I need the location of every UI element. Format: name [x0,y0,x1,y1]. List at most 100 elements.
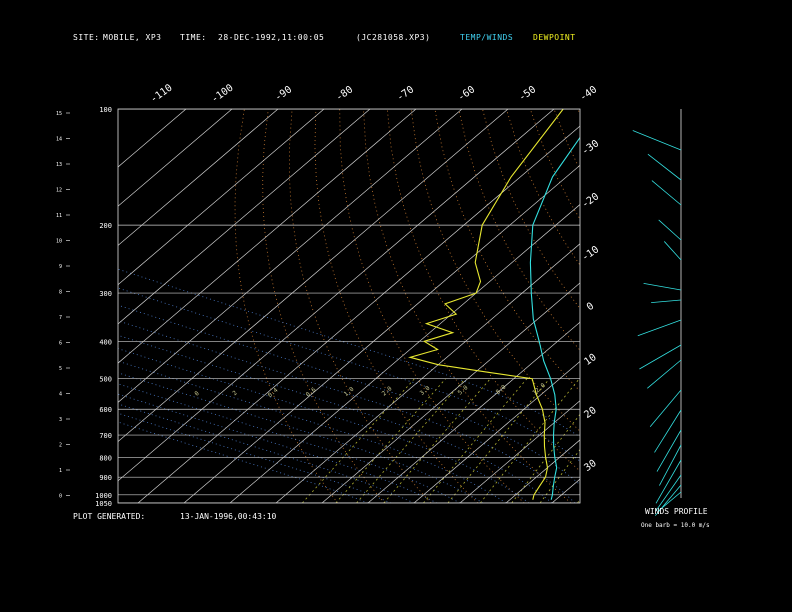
mixing-ratio-line [383,378,491,503]
height-tick-label: 6 [59,341,62,347]
dry-adiabat [506,109,580,266]
pressure-tick-label: 400 [99,338,112,346]
dewpoint-profile [408,109,564,500]
winds-profile-label: WINDS PROFILE [645,507,708,516]
wind-barb [637,319,682,337]
isotherm [459,400,580,503]
generated-value: 13-JAN-1996,00:43:10 [180,512,277,521]
height-tick-label: 7 [59,315,62,321]
dry-adiabat [410,109,580,432]
mixing-ratio-label: 0 [193,390,201,398]
temp-tick-label-right: 20 [582,405,598,421]
wind-barb [651,299,682,304]
plot-area [118,109,792,503]
dry-adiabat [649,109,792,503]
isotherm [137,125,580,503]
moist-adiabat [118,372,484,503]
dry-adiabat [314,109,478,503]
temp-tick-label-top: -110 [149,83,175,106]
pressure-tick-label: 200 [99,222,112,230]
wind-barb [663,241,682,261]
pressure-tick-label: 600 [99,406,112,414]
wind-barb [657,491,682,512]
temp-tick-label-top: -80 [334,84,355,103]
wind-barb [655,474,682,512]
wind-barb [654,409,682,453]
dry-adiabat [234,109,339,503]
height-tick-label: 2 [59,443,62,449]
dry-adiabat [339,109,525,503]
moist-adiabat [118,348,530,503]
pressure-tick-label: 900 [99,474,112,482]
mixing-ratio-line [447,378,550,503]
mixing-ratio-line [479,378,580,503]
height-tick-label: 12 [56,188,62,194]
dry-adiabat [363,109,572,503]
height-tick-label: 4 [59,392,62,398]
wind-barb [639,344,682,370]
temp-tick-label-right: 10 [582,352,598,368]
isotherm [275,243,580,503]
dry-adiabat [625,109,792,503]
temp-tick-label-top: -60 [456,84,477,103]
height-tick-label: 14 [56,137,62,143]
isotherm [598,109,792,503]
temp-tick-label-right: 0 [585,301,596,313]
height-tick-label: 10 [56,239,62,245]
pressure-tick-label: 500 [99,376,112,384]
time-value: 28-DEC-1992,11:00:05 [218,33,325,42]
pressure-tick-label: 800 [99,454,112,462]
isotherm [505,439,580,503]
dry-adiabat [434,109,580,392]
isotherm [367,321,580,503]
wind-barb [632,130,682,151]
barb-note: One barb = 10.0 m/s [641,522,710,529]
dry-adiabat [602,109,792,503]
moist-adiabat [118,383,461,503]
height-tick-label: 15 [56,111,62,117]
temp-tick-label-top: -40 [578,84,599,103]
dew-legend: DEWPOINT [533,33,576,42]
site-label: SITE: [73,33,100,42]
mixing-ratio-label: 1.0 [343,385,356,398]
height-tick-label: 8 [59,290,62,296]
wind-barb [659,444,682,486]
wind-barb [654,484,682,516]
mixing-ratio-line [539,448,580,503]
wind-barb [643,283,682,291]
temp-legend: TEMP/WINDS [460,33,514,42]
mixing-ratio-label: 3.0 [419,384,432,397]
wind-barb [656,429,682,472]
dry-adiabat [529,109,580,220]
height-tick-label: 11 [56,213,62,219]
moist-adiabat [118,287,580,462]
moist-adiabat [118,360,507,503]
wind-barb [649,389,682,428]
isotherm [118,109,187,168]
mixing-ratio-line [356,378,466,503]
isotherm [413,360,580,503]
pressure-tick-label: 100 [99,106,112,114]
generated-label: PLOT GENERATED: [73,512,146,521]
temp-tick-label-top: -90 [273,84,294,103]
height-tick-label: 5 [59,366,62,372]
moist-adiabat [118,393,438,503]
mixing-ratio-line [423,378,528,503]
mixing-ratio-line [335,378,446,503]
mixing-ratio-line [302,378,415,503]
file-id: (JC281058.XP3) [356,33,431,42]
isotherm [118,109,371,325]
pressure-tick-label: 1050 [95,500,112,508]
isotherm [118,109,417,364]
moist-adiabat [118,403,415,503]
wind-barb [658,219,682,241]
temp-tick-label-right: -10 [580,244,601,263]
height-tick-label: 1 [59,468,62,474]
isotherm [118,109,279,246]
mixing-ratio-line [511,413,580,503]
isotherm [690,109,792,503]
isotherm [118,109,509,443]
site-value: MOBILE, XP3 [103,33,162,42]
isotherm [118,109,555,482]
